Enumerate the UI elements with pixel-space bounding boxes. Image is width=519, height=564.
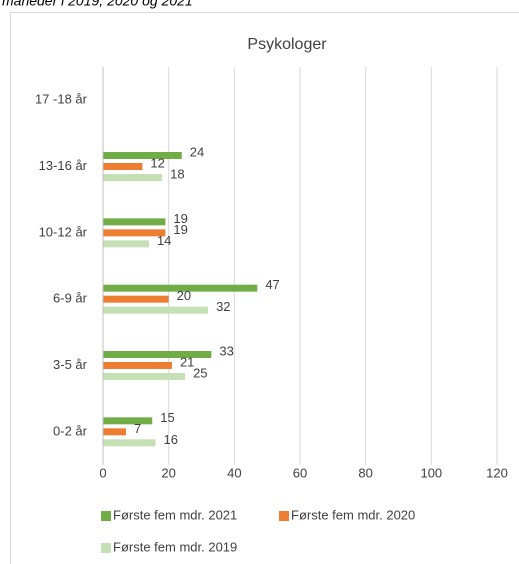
y-tick-label: 0-2 år: [53, 423, 88, 438]
bar: [103, 152, 182, 159]
data-label: 16: [164, 432, 178, 447]
bar: [103, 306, 209, 314]
data-label: 47: [265, 277, 279, 292]
legend-label: Første fem mdr. 2021: [113, 507, 237, 522]
bar: [103, 439, 156, 447]
legend-swatch: [101, 511, 111, 521]
chart-frame: [10, 12, 519, 564]
data-label: 12: [150, 155, 164, 170]
bar: [103, 295, 169, 303]
y-tick-label: 6-9 år: [53, 291, 88, 306]
data-label: 15: [160, 410, 174, 425]
bar: [103, 362, 172, 369]
bar: [103, 284, 258, 292]
bar: [103, 218, 166, 226]
y-tick-label: 10-12 år: [39, 224, 88, 239]
x-tick-label: 120: [486, 465, 508, 480]
y-tick-label: 17 -18 år: [35, 92, 88, 107]
bar: [103, 240, 149, 248]
y-tick-label: 13-16 år: [39, 158, 88, 173]
data-label: 20: [177, 288, 191, 303]
x-tick-label: 100: [420, 465, 442, 480]
data-label: 25: [193, 365, 207, 380]
legend-swatch: [101, 543, 111, 553]
caption: måneder i 2019, 2020 og 2021: [2, 0, 193, 9]
bar: [103, 229, 166, 237]
legend-label: Første fem mdr. 2020: [291, 507, 415, 522]
legend-swatch: [279, 511, 289, 521]
bar: [103, 174, 163, 181]
data-label: 7: [134, 421, 141, 436]
data-label: 32: [216, 299, 230, 314]
data-label: 24: [190, 144, 204, 159]
x-tick-label: 60: [293, 465, 307, 480]
chart-title: Psykologer: [247, 36, 327, 53]
bar: [103, 417, 153, 425]
data-label: 18: [170, 166, 184, 181]
bar: [103, 163, 143, 170]
data-label: 14: [157, 233, 171, 248]
bar: [103, 351, 212, 358]
data-label: 33: [219, 343, 233, 358]
bar: [103, 373, 186, 380]
legend-label: Første fem mdr. 2019: [113, 539, 237, 554]
y-tick-label: 3-5 år: [53, 357, 88, 372]
data-label: 19: [173, 222, 187, 237]
data-label: 21: [180, 354, 194, 369]
bar: [103, 428, 126, 436]
x-tick-label: 0: [99, 465, 106, 480]
x-tick-label: 80: [358, 465, 372, 480]
x-tick-label: 40: [227, 465, 241, 480]
x-tick-label: 20: [161, 465, 175, 480]
data-label: 19: [173, 211, 187, 226]
